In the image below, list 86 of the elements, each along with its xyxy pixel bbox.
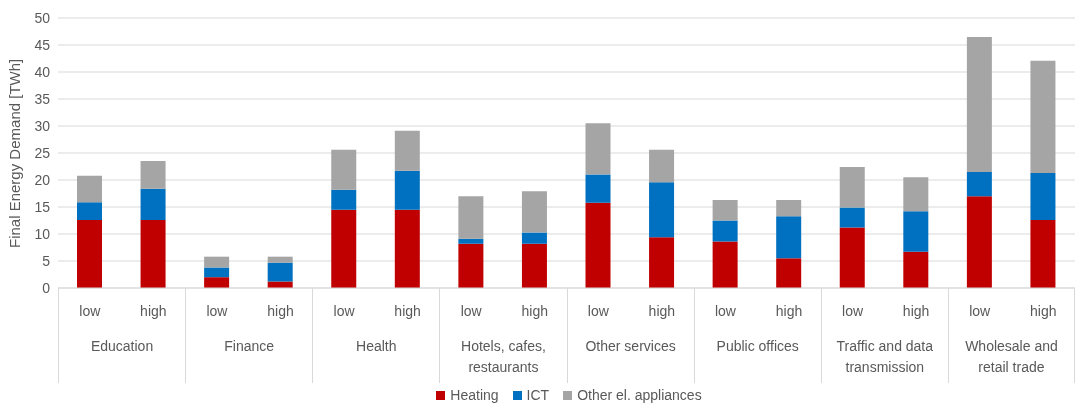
x-tick-label: high [648, 302, 676, 319]
bar [204, 267, 230, 278]
bar [649, 149, 675, 183]
bar [267, 262, 293, 282]
y-tick-label: 25 [34, 144, 51, 161]
bar [839, 227, 865, 288]
text: Other services [585, 337, 676, 356]
bar [331, 149, 357, 190]
bar [204, 256, 230, 268]
bar [521, 243, 547, 288]
bar [649, 237, 675, 288]
bar [585, 123, 611, 175]
bar [776, 258, 802, 288]
y-axis-title: Final Energy Demand [TWh] [6, 58, 24, 248]
x-tick-label: high [1029, 302, 1057, 319]
text: Education [90, 337, 154, 356]
y-tick-label: 35 [34, 90, 51, 107]
x-tick-label: low [842, 302, 864, 319]
bar [966, 171, 992, 197]
x-tick-label: low [206, 302, 229, 319]
bar [394, 170, 420, 210]
bar [1030, 172, 1056, 220]
y-tick-label: 0 [42, 279, 51, 296]
x-tick-label: high [521, 302, 548, 319]
bar [140, 219, 166, 288]
bar [331, 189, 357, 210]
bar [649, 182, 675, 238]
bar [776, 216, 802, 259]
bar [204, 277, 230, 288]
bar [1030, 219, 1056, 288]
bar [267, 256, 293, 263]
bar [77, 202, 102, 220]
bar [839, 207, 865, 228]
bar [712, 241, 738, 288]
y-tick-label: 50 [34, 9, 51, 26]
bar [77, 175, 102, 203]
bar [394, 209, 420, 288]
bar [140, 188, 166, 220]
x-tick-label: low [460, 302, 483, 319]
text: Health [356, 337, 397, 356]
y-tick-label: 15 [34, 198, 51, 215]
bar [903, 211, 929, 252]
bar [585, 174, 611, 203]
bar [839, 167, 865, 208]
x-tick-label: high [775, 302, 803, 319]
bar [585, 202, 611, 288]
text: Traffic and data transmission [835, 337, 935, 377]
x-tick-label: high [394, 302, 421, 319]
bar [1030, 60, 1056, 173]
y-tick-label: 5 [42, 252, 51, 269]
bar [140, 161, 166, 189]
x-tick-label: high [902, 302, 930, 319]
y-tick-label: 10 [34, 225, 51, 242]
legend-label: Heating [450, 387, 499, 403]
bar [458, 196, 484, 239]
x-tick-label: high [267, 302, 294, 319]
bar [458, 243, 484, 288]
bar [521, 191, 547, 233]
bar [903, 177, 929, 212]
y-tick-label: 30 [34, 117, 51, 134]
text: Hotels, cafes, restaurants [460, 337, 547, 377]
bar [394, 130, 420, 171]
bar [521, 232, 547, 244]
bar [712, 220, 738, 242]
x-tick-label: low [969, 302, 992, 319]
legend-label: Other el. appliances [577, 387, 702, 403]
bar [712, 199, 738, 221]
text: Wholesale and retail trade [964, 337, 1059, 377]
bar [458, 238, 484, 244]
x-tick-label: low [333, 302, 356, 319]
x-tick-label: low [714, 302, 737, 319]
bar [903, 251, 929, 288]
y-tick-label: 40 [34, 63, 51, 80]
bar [776, 199, 802, 217]
text: Finance [224, 337, 275, 356]
bar [966, 196, 992, 288]
bar [966, 36, 992, 172]
bar [331, 209, 357, 288]
x-tick-label: low [79, 302, 102, 319]
text: Public offices [716, 337, 799, 356]
x-tick-label: low [587, 302, 610, 319]
bar [77, 219, 102, 288]
y-tick-label: 20 [34, 171, 51, 188]
y-tick-label: 45 [34, 36, 51, 53]
legend-label: ICT [526, 387, 550, 403]
x-tick-label: high [140, 302, 167, 319]
